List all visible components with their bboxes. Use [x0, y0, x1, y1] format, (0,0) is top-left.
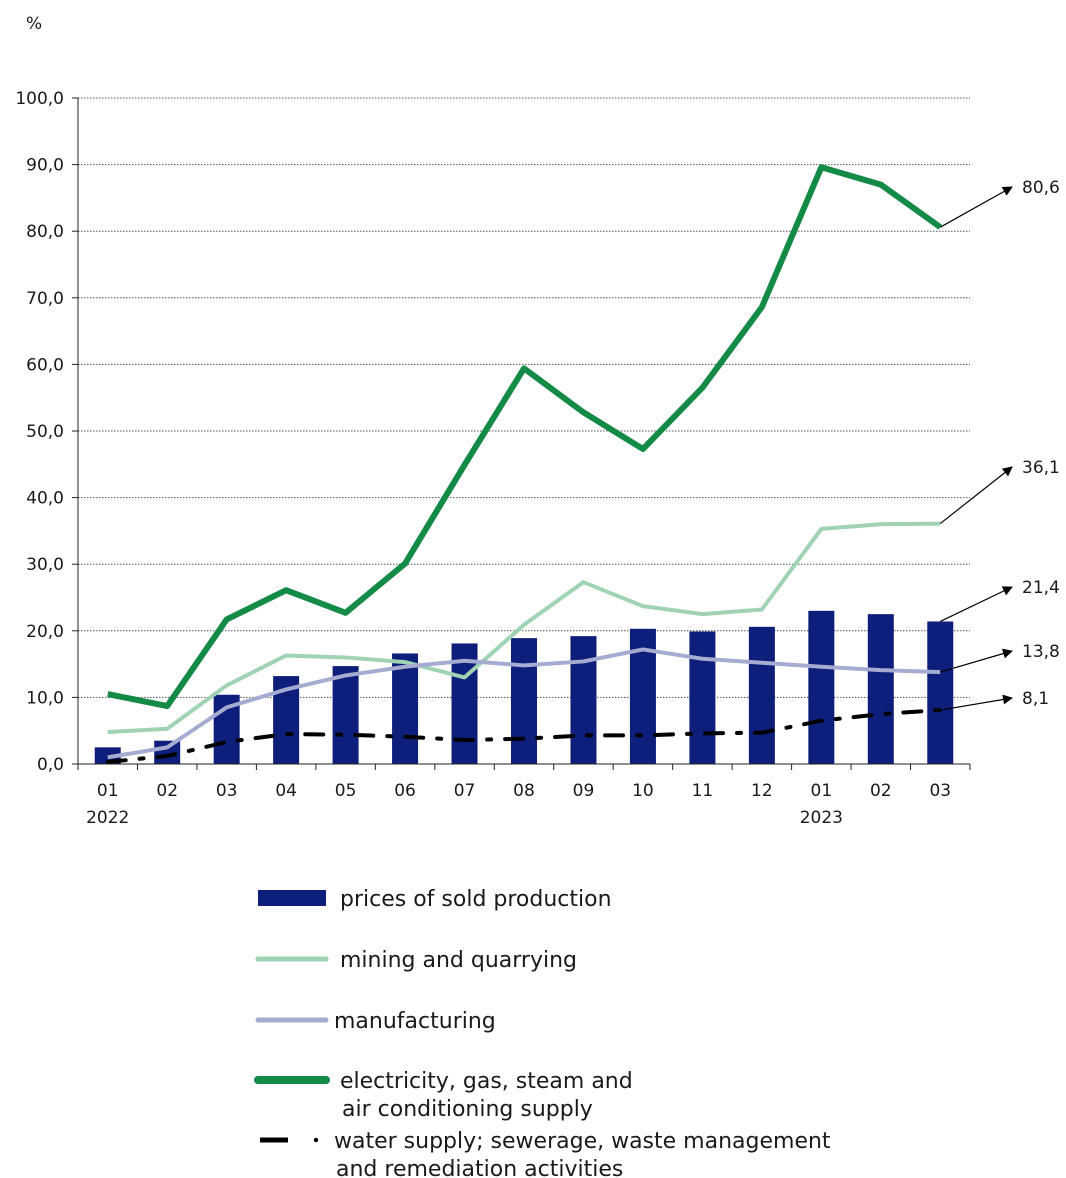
y-tick-label: 70,0 [26, 289, 64, 309]
annotation-label: 8,1 [1022, 689, 1049, 709]
y-tick-label: 50,0 [26, 422, 64, 442]
axes [77, 98, 971, 770]
x-tick-label: 02 [156, 781, 178, 801]
bar [511, 638, 537, 764]
legend-swatch-bar [258, 890, 326, 906]
legend-label: and remediation activities [336, 1157, 623, 1178]
annotation-arrow [940, 694, 1013, 711]
annotation-arrow [939, 466, 1013, 525]
x-tick-label: 05 [335, 781, 357, 801]
end-value-annotations: 80,6 36,1 21,4 13,8 8,1 [939, 178, 1060, 711]
x-tick-label: 09 [573, 781, 595, 801]
legend-label: electricity, gas, steam and [340, 1069, 633, 1094]
x-tick-label: 03 [216, 781, 238, 801]
bar [689, 631, 716, 764]
annotation-label: 13,8 [1022, 642, 1060, 662]
series-line [107, 164, 943, 710]
x-tick-label: 08 [513, 781, 535, 801]
legend-label: manufacturing [334, 1009, 496, 1034]
x-tick-label: 10 [632, 781, 654, 801]
annotation-arrow [940, 648, 1013, 673]
legend-label: air conditioning supply [342, 1097, 593, 1122]
legend-label: mining and quarrying [340, 948, 577, 973]
y-axis-unit-label: % [26, 14, 42, 34]
x-tick-label: 01 [811, 781, 833, 801]
x-tick-label: 06 [394, 781, 416, 801]
legend-label: prices of sold production [340, 887, 612, 912]
annotation-label: 36,1 [1022, 458, 1060, 478]
annotation-arrow [939, 186, 1013, 228]
line-series [105, 164, 943, 765]
bar [154, 740, 181, 764]
bar [808, 610, 835, 764]
x-tick-label: 12 [751, 781, 773, 801]
x-tick-label: 03 [929, 781, 951, 801]
y-tick-label: 10,0 [26, 688, 64, 708]
legend-label: water supply; sewerage, waste management [334, 1129, 831, 1154]
x-tick-label: 02 [870, 781, 892, 801]
x-year-label: 2023 [800, 808, 843, 828]
bar [927, 621, 954, 764]
legend-swatch-dot [313, 1137, 319, 1143]
series-line [107, 521, 941, 735]
y-tick-label: 40,0 [26, 489, 64, 509]
y-tick-label: 30,0 [26, 555, 64, 575]
gridlines [72, 97, 970, 765]
x-tick-label: 01 [97, 781, 119, 801]
bar [570, 636, 597, 764]
x-axis-tick-labels: 01 02 03 04 05 06 07 08 09 10 11 12 01 02 03 2022 2023 [86, 781, 951, 828]
y-tick-label: 90,0 [26, 156, 64, 176]
y-tick-label: 80,0 [26, 222, 64, 242]
bar [332, 666, 359, 764]
series-line [105, 708, 943, 765]
bar [392, 653, 419, 764]
legend: prices of sold production mining and quar… [254, 887, 831, 1178]
annotation-arrow [940, 586, 1013, 623]
x-tick-label: 07 [454, 781, 476, 801]
y-tick-label: 20,0 [26, 622, 64, 642]
y-tick-label: 100,0 [15, 89, 64, 109]
series-line [107, 647, 941, 760]
x-tick-label: 11 [692, 781, 714, 801]
bar [867, 614, 894, 764]
annotation-label: 80,6 [1022, 178, 1060, 198]
x-tick-label: 04 [275, 781, 297, 801]
bar [748, 626, 775, 764]
y-tick-label: 0,0 [37, 755, 64, 775]
annotation-label: 21,4 [1022, 578, 1060, 598]
y-axis-tick-labels: 0,0 10,0 20,0 30,0 40,0 50,0 60,0 70,0 80,0 90,0 1… [15, 89, 64, 775]
y-tick-label: 60,0 [26, 355, 64, 375]
x-year-label: 2022 [86, 808, 129, 828]
